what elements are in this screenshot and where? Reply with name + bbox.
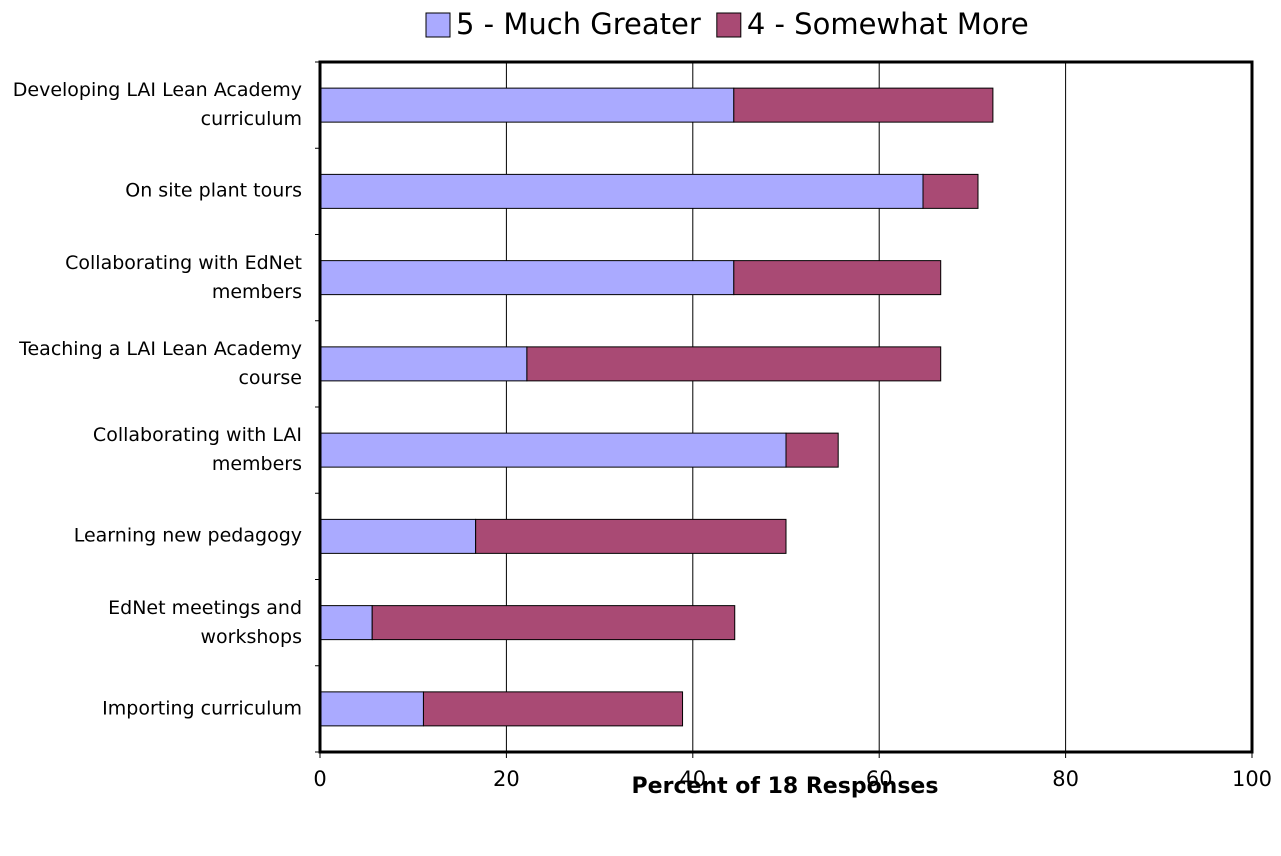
bar-segment [319,260,735,296]
bar-segment [733,260,942,296]
y-tick-label: On site plant tours [125,179,302,202]
y-tick-label: Teaching a LAI Lean Academy course [19,337,302,389]
x-tick-label: 20 [493,767,520,791]
x-axis-title: Percent of 18 Responses [632,774,939,799]
bar-segment [319,87,735,123]
legend-swatch [716,12,742,38]
bar-segment [526,346,942,382]
legend-swatch [425,12,451,38]
x-tick-label: 100 [1232,767,1272,791]
bar-segment [785,432,839,468]
bar-segment [422,691,684,727]
x-tick-label: 0 [313,767,326,791]
plot-frame [318,60,1254,754]
x-tick-label: 40 [679,767,706,791]
bar-segment [733,87,994,123]
y-tick-label: Collaborating with EdNet members [65,251,302,303]
y-tick-label: Collaborating with LAI members [92,424,302,476]
bar-segment [922,173,979,209]
legend-label: 5 - Much Greater [456,7,701,41]
bar-segment [475,518,787,554]
y-tick-label: EdNet meetings and workshops [108,596,302,648]
bar-segment [319,518,477,554]
bar-segment [319,346,528,382]
bar-segment [319,605,373,641]
bar-segment [371,605,736,641]
bar-segment [319,432,787,468]
y-tick-label: Importing curriculum [102,697,302,720]
x-tick-label: 80 [1052,767,1079,791]
x-tick-label: 60 [866,767,893,791]
y-tick-label: Learning new pedagogy [73,524,302,547]
bar-segment [319,173,924,209]
y-tick-label: Developing LAI Lean Academy curriculum [12,79,302,131]
legend-label: 4 - Somewhat More [747,7,1029,41]
bar-segment [319,691,424,727]
